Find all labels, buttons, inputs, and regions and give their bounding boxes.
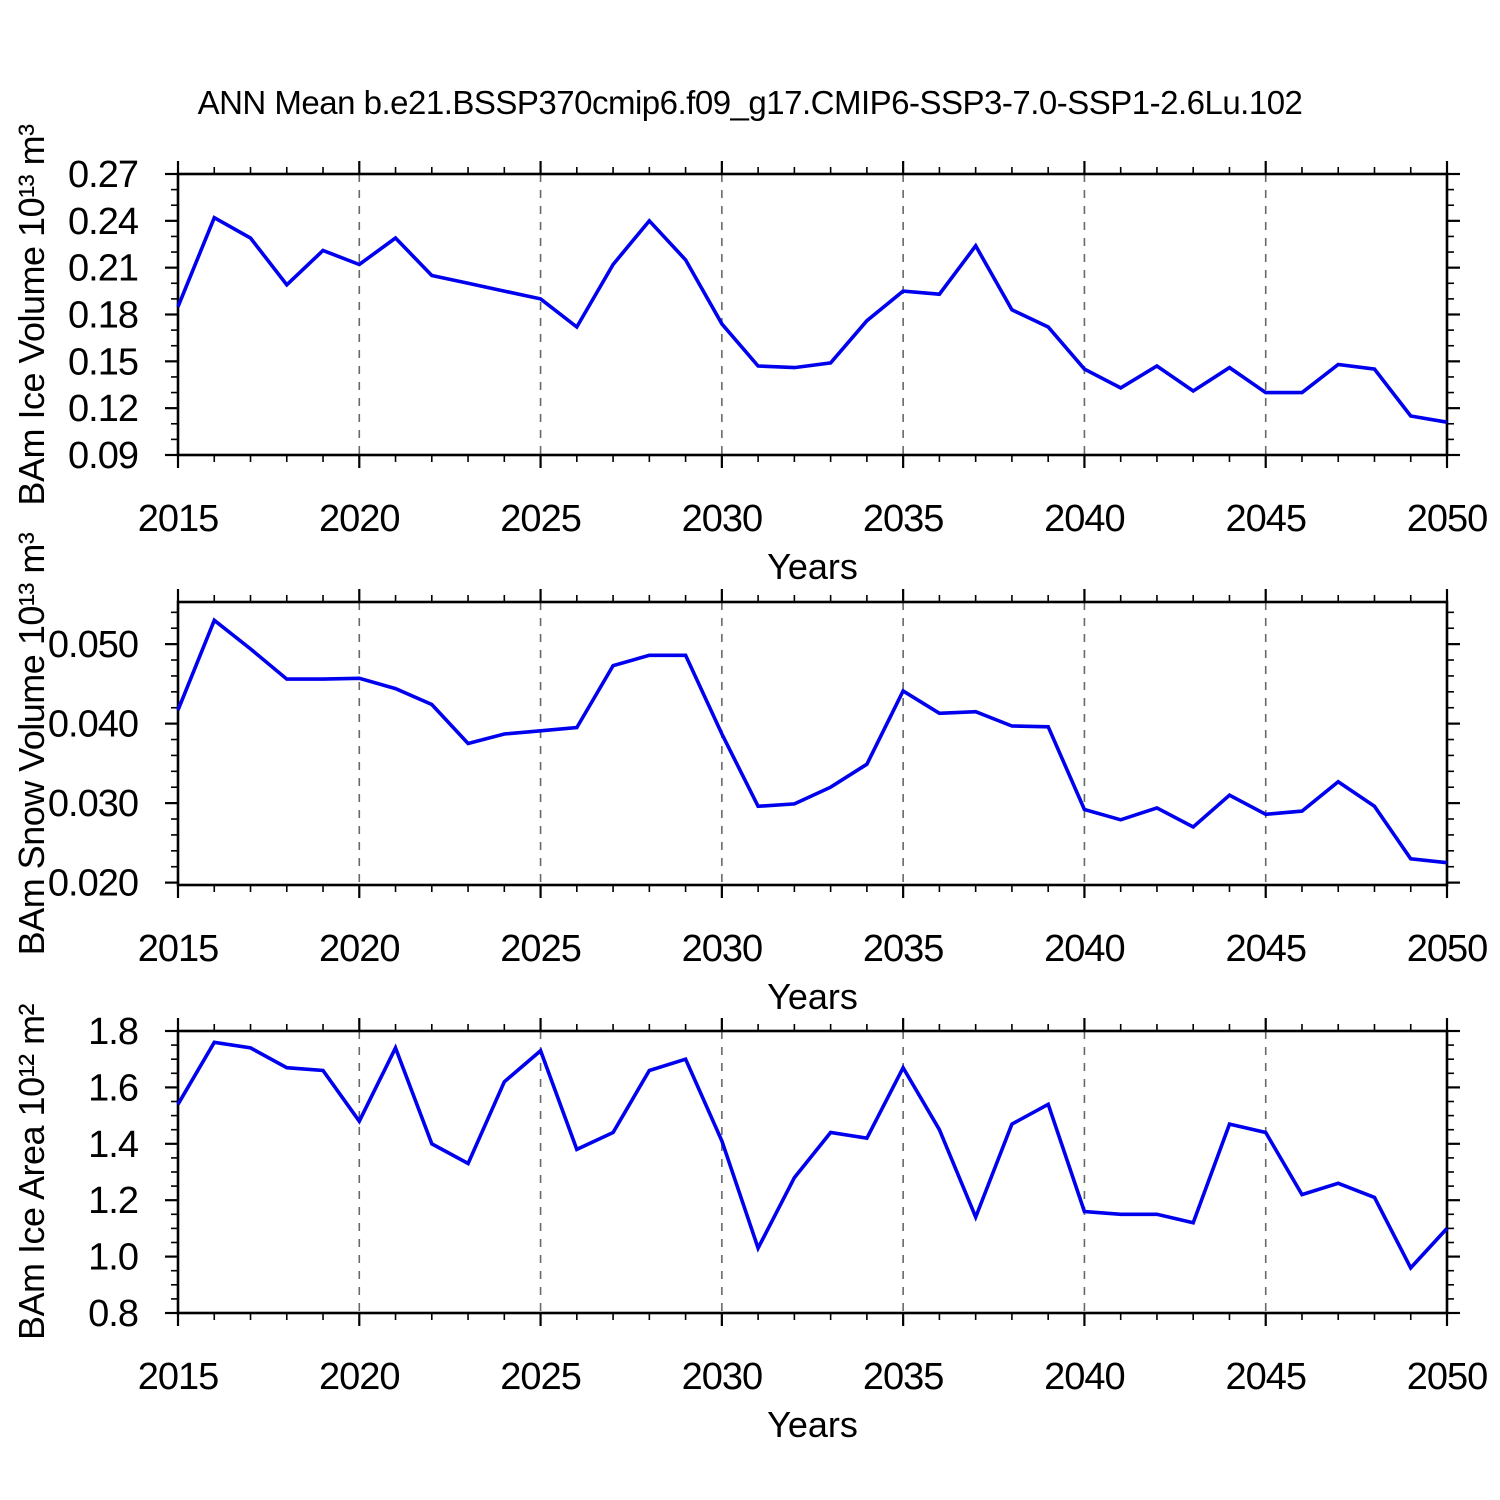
y-tick-label: 0.24 (68, 201, 139, 243)
x-tick-label: 2035 (863, 928, 944, 970)
x-axis-label-panel-2: Years (767, 976, 858, 1017)
y-tick-label: 0.27 (68, 154, 138, 196)
x-tick-label: 2020 (319, 1356, 400, 1398)
x-tick-label: 2025 (500, 928, 581, 970)
y-tick-label: 0.12 (68, 388, 138, 430)
y-tick-label: 1.0 (88, 1237, 138, 1279)
y-tick-label: 1.4 (88, 1124, 139, 1166)
x-tick-label: 2035 (863, 498, 944, 540)
y-tick-label: 0.040 (48, 704, 138, 746)
x-tick-label: 2040 (1044, 498, 1125, 540)
y-tick-label: 1.8 (88, 1011, 138, 1053)
y-axis-label-snow-volume: BAm Snow Volume 10¹³ m³ (11, 532, 52, 955)
x-tick-label: 2030 (682, 498, 763, 540)
y-tick-label: 0.09 (68, 435, 138, 477)
x-tick-label: 2045 (1225, 928, 1306, 970)
y-axis-label-ice-area: BAm Ice Area 10¹² m² (11, 1003, 52, 1341)
x-tick-label: 2015 (138, 1356, 219, 1398)
x-tick-label: 2045 (1225, 1356, 1306, 1398)
y-tick-label: 1.2 (88, 1180, 138, 1222)
x-tick-label: 2020 (319, 928, 400, 970)
y-axis-label-ice-volume: BAm Ice Volume 10¹³ m³ (11, 123, 52, 506)
x-tick-label: 2045 (1225, 498, 1306, 540)
data-line-snow-volume (176, 617, 1448, 865)
x-axis-label-panel-3: Years (767, 1404, 858, 1445)
x-axis-label-panel-1: Years (767, 546, 858, 587)
x-tick-label: 2040 (1044, 1356, 1125, 1398)
data-line-ice-volume (176, 215, 1448, 424)
y-tick-label: 0.21 (68, 248, 138, 290)
y-tick-label: 0.15 (68, 341, 138, 383)
plot-frame (176, 172, 1449, 457)
x-tick-label: 2050 (1407, 1356, 1488, 1398)
x-tick-label: 2030 (682, 1356, 763, 1398)
chart-title: ANN Mean b.e21.BSSP370cmip6.f09_g17.CMIP… (197, 84, 1303, 121)
y-tick-label: 0.030 (48, 783, 138, 825)
y-tick-label: 0.020 (48, 863, 138, 905)
x-tick-label: 2030 (682, 928, 763, 970)
plot-frame (176, 1029, 1449, 1315)
x-tick-label: 2050 (1407, 498, 1488, 540)
y-tick-label: 0.8 (88, 1293, 138, 1335)
y-tick-label: 1.6 (88, 1067, 138, 1109)
x-tick-label: 2025 (500, 498, 581, 540)
x-tick-label: 2050 (1407, 928, 1488, 970)
x-tick-label: 2025 (500, 1356, 581, 1398)
y-tick-label: 0.050 (48, 624, 138, 666)
x-tick-label: 2015 (138, 498, 219, 540)
x-tick-label: 2035 (863, 1356, 944, 1398)
y-tick-label: 0.18 (68, 295, 138, 337)
x-tick-label: 2020 (319, 498, 400, 540)
x-tick-label: 2015 (138, 928, 219, 970)
x-tick-label: 2040 (1044, 928, 1125, 970)
plot-frame (176, 600, 1449, 887)
data-line-ice-area (176, 1040, 1449, 1272)
